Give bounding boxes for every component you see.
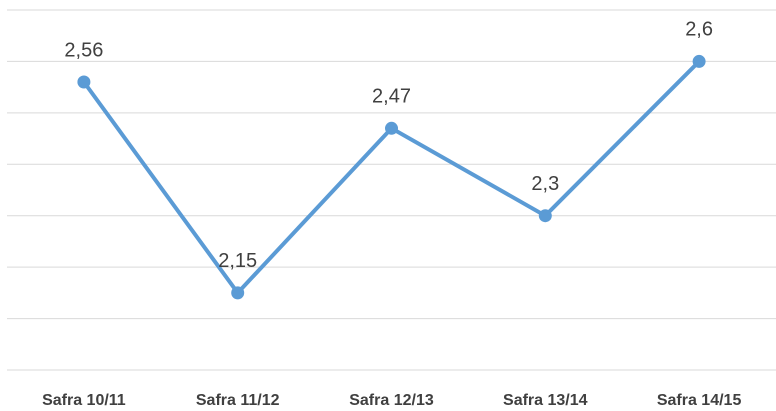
x-tick-label: Safra 14/15 [657,392,742,409]
data-label: 2,15 [218,250,257,272]
x-tick-label: Safra 13/14 [503,392,588,409]
x-tick-label: Safra 10/11 [42,392,126,409]
x-tick-label: Safra 11/12 [196,392,280,409]
data-point [77,75,91,89]
data-label: 2,6 [685,19,713,41]
data-label: 2,56 [64,39,103,61]
x-tick-label: Safra 12/13 [349,392,434,409]
data-point [538,209,552,223]
data-point [385,121,398,135]
data-point [692,54,706,68]
data-label: 2,47 [372,86,411,108]
data-label: 2,3 [531,173,559,195]
data-point [231,286,245,300]
